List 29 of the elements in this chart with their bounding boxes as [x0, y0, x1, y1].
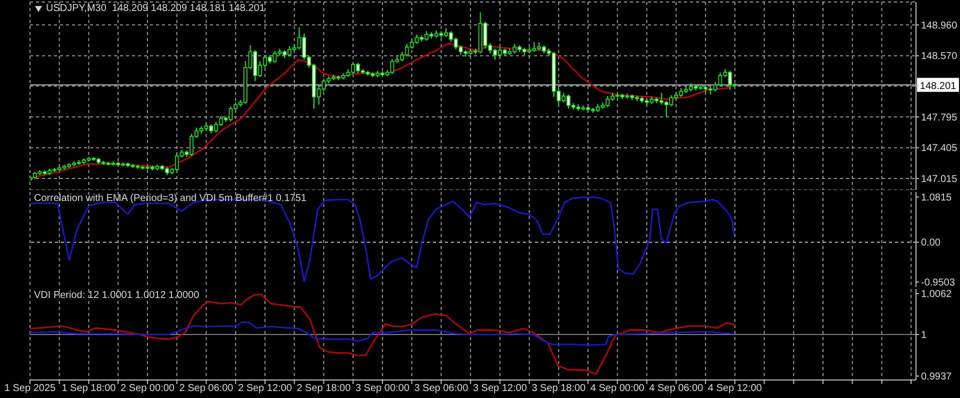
x-tick-label: 1 Sep 18:00: [62, 383, 116, 394]
x-tick-label: 3 Sep 18:00: [532, 383, 586, 394]
line-series: [30, 321, 735, 346]
x-tick-label: 3 Sep 00:00: [355, 383, 410, 394]
chart-title: USDJPY,M30 148.209 148.209 148.181 148.201: [46, 3, 265, 14]
x-tick-label: 2 Sep 18:00: [296, 383, 352, 394]
x-tick-label: 4 Sep 12:00: [708, 383, 762, 394]
y-tick-label: 0.9937: [921, 372, 952, 383]
y-tick-label: 1: [921, 330, 927, 341]
x-tick-label: 2 Sep 12:00: [238, 383, 292, 394]
chart-title: VDI Period: 12 1.0001 1.0012 1.0000: [34, 290, 200, 301]
x-tick-label: 2 Sep 00:00: [120, 383, 175, 394]
x-tick-label: 1 Sep 2025: [4, 383, 56, 394]
y-tick-label: 1.0062: [921, 289, 952, 300]
y-tick-label: 147.015: [921, 174, 958, 186]
x-tick-label: 2 Sep 06:00: [179, 383, 234, 394]
x-tick-label: 3 Sep 06:00: [414, 383, 469, 394]
x-tick-label: 4 Sep 00:00: [590, 383, 645, 394]
y-tick-label: 0.00: [921, 238, 941, 249]
x-tick-label: 4 Sep 06:00: [649, 383, 704, 394]
y-tick-label: 147.405: [921, 143, 958, 154]
y-tick-label: 147.795: [921, 112, 958, 124]
line-series: [30, 42, 736, 179]
y-tick-label: -0.9503: [921, 277, 956, 288]
y-tick-label: 148.960: [921, 20, 958, 32]
x-tick-label: 3 Sep 12:00: [472, 383, 528, 394]
ref-line-label: 148.201: [920, 80, 957, 92]
y-tick-label: 1.0815: [921, 192, 952, 204]
y-tick-label: 148.570: [921, 51, 958, 62]
